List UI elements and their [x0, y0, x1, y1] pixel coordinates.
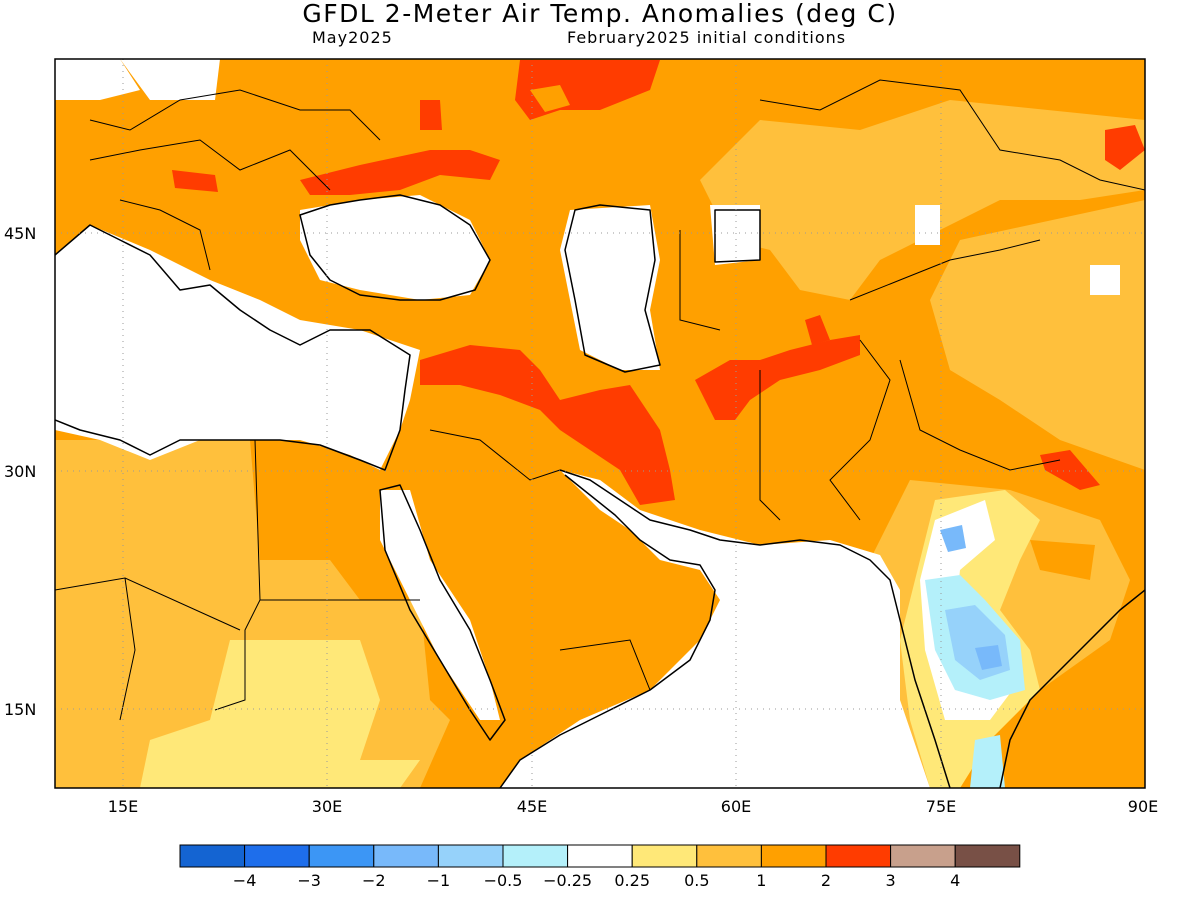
y-tick-label: 15N — [4, 700, 36, 719]
africa-pale-zone — [140, 640, 420, 788]
mediterranean-coast — [55, 224, 411, 471]
northern-europe-neutral — [120, 59, 220, 100]
anomaly-field — [55, 59, 1145, 788]
border-balkans — [119, 199, 211, 271]
legend-label: −1 — [427, 871, 451, 890]
legend-swatch — [567, 844, 633, 868]
arabia-south-coast — [499, 474, 716, 788]
border-iran-afghan — [759, 370, 781, 521]
mediterranean-sea — [55, 225, 420, 470]
x-tick-label: 75E — [926, 797, 956, 816]
legend-swatch — [760, 844, 827, 868]
political-borders — [55, 79, 1145, 721]
aral-sea — [710, 205, 760, 265]
y-tick-label: 30N — [4, 462, 36, 481]
black-sea-coast — [299, 194, 491, 301]
y-tick-label: 45N — [4, 224, 36, 243]
border-europe-east — [89, 139, 331, 191]
x-tick-label: 45E — [517, 797, 547, 816]
india-cold-spot-2 — [975, 645, 1002, 670]
border-russia-south — [759, 79, 1145, 191]
legend-swatch — [825, 844, 892, 868]
init-conditions-label: February2025 initial conditions — [567, 28, 847, 47]
legend-swatch — [502, 844, 569, 868]
legend-label: 3 — [886, 871, 896, 890]
hotspot-iraq-iran — [420, 345, 675, 505]
border-kazakh-turkmen — [679, 230, 721, 331]
caspian-sea — [560, 205, 660, 370]
border-europe-north — [89, 89, 381, 141]
coastlines — [55, 194, 1145, 788]
y-axis: 45N 30N 15N — [4, 224, 36, 719]
border-saudi-iraq — [429, 429, 561, 481]
legend-label: −3 — [297, 871, 321, 890]
legend-swatch — [954, 844, 1021, 868]
central-asia-light-zone — [700, 100, 1145, 300]
hotspot-carpathians — [172, 170, 218, 192]
border-pakistan — [829, 339, 891, 521]
legend-label: 2 — [821, 871, 831, 890]
x-tick-label: 60E — [721, 797, 751, 816]
legend-label: −0.5 — [484, 871, 523, 890]
map-title: GFDL 2-Meter Air Temp. Anomalies (deg C) — [302, 0, 898, 28]
black-sea — [300, 195, 490, 300]
hotspot-ukraine-russia — [300, 150, 500, 195]
x-tick-label: 90E — [1128, 797, 1158, 816]
legend-swatch — [890, 844, 956, 868]
baltic-sea — [55, 59, 140, 100]
india-east-coast — [999, 589, 1145, 788]
tibet-neutral-spot — [1090, 265, 1120, 295]
color-legend: −4 −3 −2 −1 −0.5 −0.25 0.25 0.5 1 2 3 4 — [179, 844, 1021, 890]
aral-coast — [714, 209, 761, 263]
x-axis: 15E 30E 45E 60E 75E 90E — [108, 797, 1158, 816]
border-niger-chad — [119, 577, 136, 721]
legend-label: −2 — [362, 871, 386, 890]
legend-label: −0.25 — [543, 871, 592, 890]
legend-label: 1 — [756, 871, 766, 890]
legend-label: 4 — [950, 871, 960, 890]
hotspot-russia-small — [420, 100, 442, 130]
legend-label: 0.25 — [614, 871, 650, 890]
plot-frame — [54, 58, 1146, 789]
arabian-sea-north-coast — [559, 469, 951, 788]
caspian-coast — [564, 204, 661, 373]
red-sea — [380, 490, 500, 720]
legend-swatch — [696, 844, 762, 868]
legend-swatch — [244, 844, 310, 868]
border-kazakh-china — [849, 239, 1041, 301]
border-yemen-oman — [559, 639, 651, 691]
x-tick-label: 15E — [108, 797, 138, 816]
valid-month-label: May2025 — [312, 28, 393, 47]
legend-swatch — [373, 844, 439, 868]
hotspot-tajikistan — [805, 315, 830, 345]
legend-label: 0.5 — [684, 871, 709, 890]
legend-label: −4 — [233, 871, 257, 890]
x-tick-label: 30E — [312, 797, 342, 816]
border-himalaya — [899, 359, 1061, 471]
legend-swatch — [631, 844, 698, 868]
red-sea-coast — [379, 484, 506, 741]
india-warm-patch — [1030, 540, 1095, 580]
legend-swatch — [437, 844, 504, 868]
hotspot-nepal — [1040, 450, 1100, 490]
legend-swatch — [179, 844, 246, 868]
hotspot-russia-gap — [530, 85, 570, 112]
balkhash-neutral — [915, 205, 940, 245]
india-cold-spot — [940, 525, 966, 552]
legend-swatch — [308, 844, 375, 868]
hotspot-mongolia — [1105, 125, 1145, 170]
border-egypt-libya — [214, 439, 261, 711]
south-india-cool-zone — [970, 735, 1005, 788]
hotspot-afghanistan — [695, 335, 860, 420]
